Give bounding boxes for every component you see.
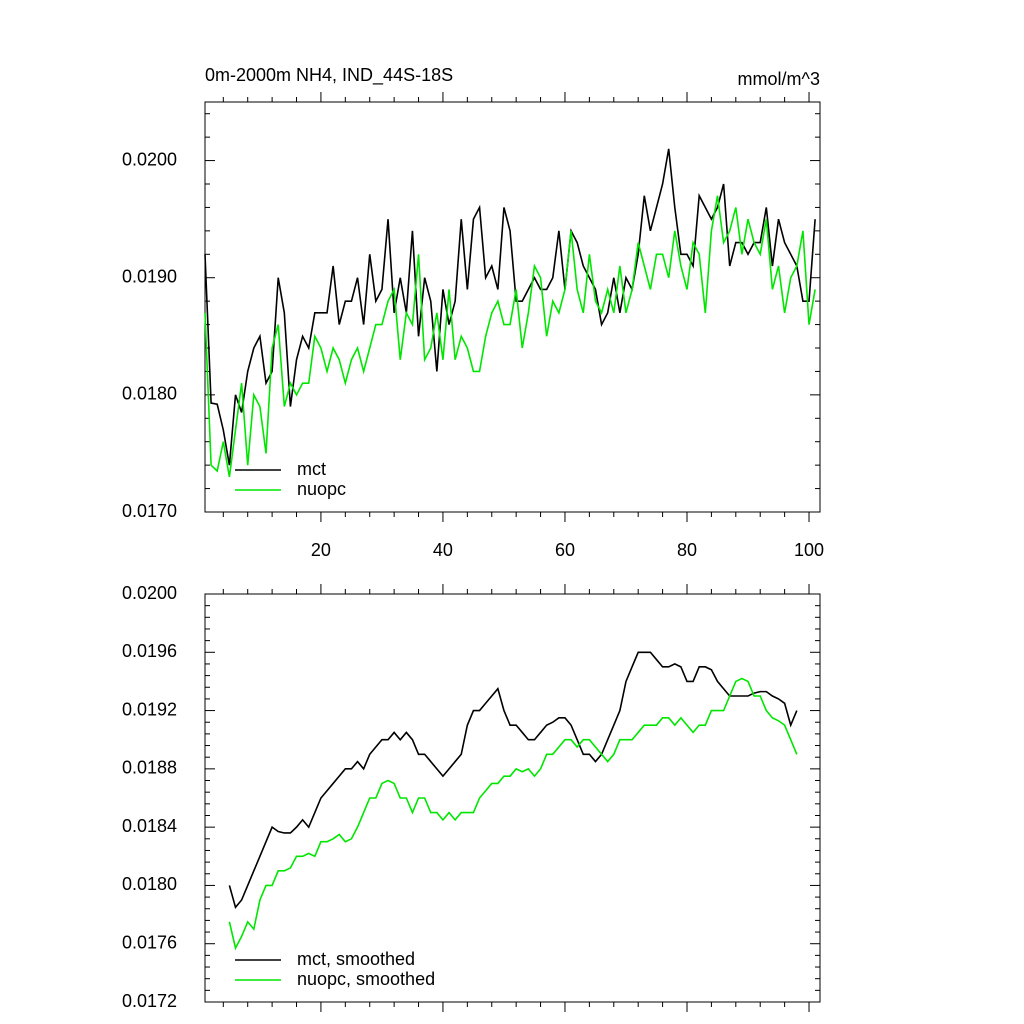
x-tick-label: 40 xyxy=(433,540,453,560)
y-tick-label: 0.0180 xyxy=(122,384,177,404)
x-tick-label: 100 xyxy=(794,540,824,560)
y-tick-label: 0.0172 xyxy=(122,991,177,1011)
y-tick-label: 0.0188 xyxy=(122,758,177,778)
x-tick-label: 80 xyxy=(677,540,697,560)
y-tick-label: 0.0180 xyxy=(122,874,177,894)
y-tick-label: 0.0200 xyxy=(122,583,177,603)
units-label: mmol/m^3 xyxy=(738,69,820,89)
y-tick-label: 0.0192 xyxy=(122,699,177,719)
plot-frame xyxy=(204,593,821,1003)
legend-label: nuopc, smoothed xyxy=(297,969,435,989)
y-tick-label: 0.0196 xyxy=(122,641,177,661)
legend-label: mct, smoothed xyxy=(297,949,415,969)
legend-label: nuopc xyxy=(297,479,346,499)
series-line xyxy=(204,148,816,466)
y-tick-label: 0.0200 xyxy=(122,149,177,169)
y-tick-label: 0.0176 xyxy=(122,932,177,952)
series-line xyxy=(228,651,798,909)
y-tick-label: 0.0170 xyxy=(122,501,177,521)
series-line xyxy=(228,677,798,951)
y-tick-label: 0.0190 xyxy=(122,266,177,286)
chart-title: 0m-2000m NH4, IND_44S-18S xyxy=(205,65,453,86)
legend-label: mct xyxy=(297,459,326,479)
series-line xyxy=(204,195,816,477)
x-tick-label: 20 xyxy=(311,540,331,560)
x-tick-label: 60 xyxy=(555,540,575,560)
plot-frame xyxy=(204,101,821,513)
y-tick-label: 0.0184 xyxy=(122,816,177,836)
